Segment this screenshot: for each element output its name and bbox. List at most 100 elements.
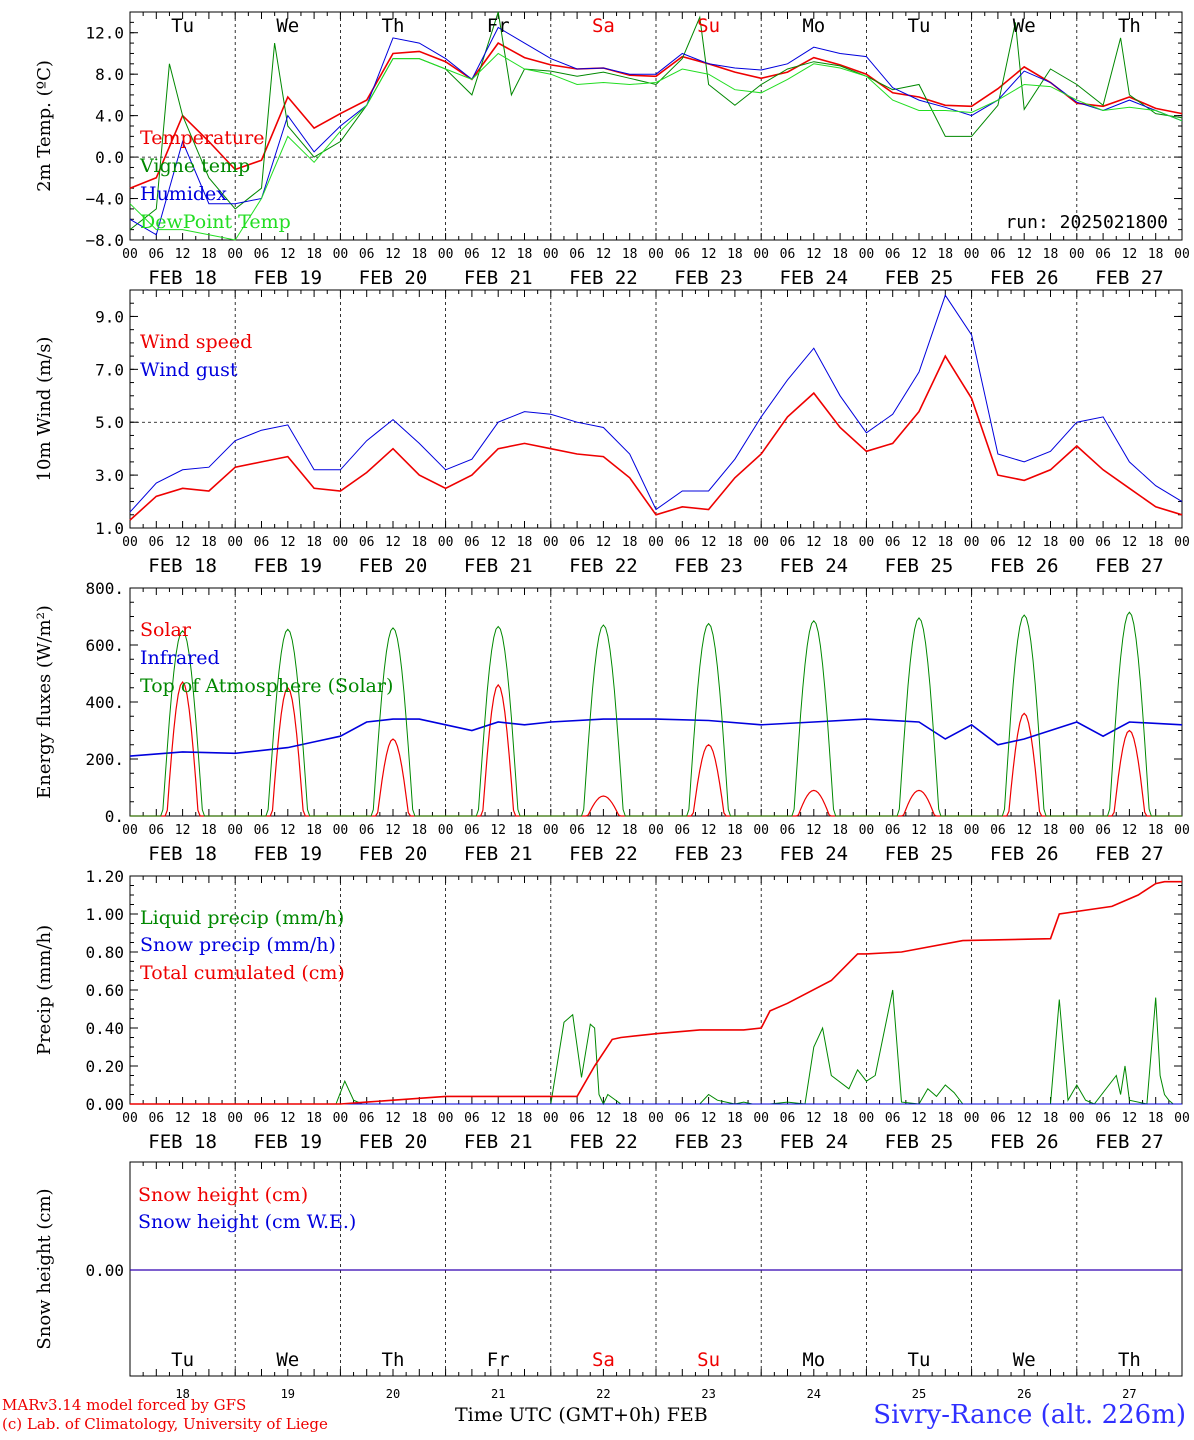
date-label: FEB 20 xyxy=(359,555,428,577)
hour-label: 12 xyxy=(280,247,296,262)
hour-label: 06 xyxy=(359,1111,375,1126)
weekday-label: We xyxy=(1013,15,1036,37)
y-tick-label: 1.20 xyxy=(85,867,124,886)
panel-frame xyxy=(129,289,1183,529)
legend-entry: Snow height (cm) xyxy=(138,1184,308,1206)
legend-entry: Wind speed xyxy=(140,331,252,353)
legend-entry: Vigne temp xyxy=(139,155,250,177)
date-label: FEB 24 xyxy=(779,843,848,865)
hour-label: 06 xyxy=(780,823,796,838)
hour-label: 12 xyxy=(385,247,401,262)
series-line xyxy=(129,354,1183,521)
date-label: FEB 24 xyxy=(779,1131,848,1153)
date-label: FEB 23 xyxy=(674,1131,743,1153)
hour-label: 00 xyxy=(1069,1111,1085,1126)
hour-label: 18 xyxy=(727,247,743,262)
hour-label: 06 xyxy=(885,535,901,550)
weekday-label: Th xyxy=(1118,1349,1141,1371)
hour-label: 00 xyxy=(543,535,559,550)
hour-label: 00 xyxy=(122,535,138,550)
series-line xyxy=(130,611,1182,817)
hour-label: 18 xyxy=(727,535,743,550)
hour-label: 12 xyxy=(490,247,506,262)
hour-label: 00 xyxy=(227,1111,243,1126)
y-axis-label: Precip (mm/h) xyxy=(34,925,55,1055)
legend-entry: Temperature xyxy=(140,127,264,149)
legend-entry: Total cumulated (cm) xyxy=(140,962,345,984)
y-tick-label: 0.00 xyxy=(85,1095,124,1114)
hour-label: 06 xyxy=(254,823,270,838)
hour-label: 12 xyxy=(911,823,927,838)
series-line xyxy=(129,52,1183,241)
hour-label: 12 xyxy=(385,535,401,550)
hour-label: 00 xyxy=(333,823,349,838)
hour-label: 18 xyxy=(937,535,953,550)
hour-label: 06 xyxy=(990,535,1006,550)
hour-label: 00 xyxy=(964,1111,980,1126)
date-label: FEB 18 xyxy=(148,1131,217,1153)
hour-label: 18 xyxy=(411,535,427,550)
hour-label: 12 xyxy=(490,1111,506,1126)
hour-label: 06 xyxy=(464,535,480,550)
hour-label: 06 xyxy=(1095,1111,1111,1126)
series-line xyxy=(129,42,1183,189)
hour-label: 00 xyxy=(1174,247,1190,262)
hour-label: 00 xyxy=(1174,1111,1190,1126)
hour-label: 00 xyxy=(543,823,559,838)
date-label: FEB 26 xyxy=(990,843,1059,865)
date-label: FEB 21 xyxy=(464,555,533,577)
panel-3: 0. 200. 400. 600. 800. Energy fluxes (W/m²) So… xyxy=(34,579,1190,865)
y-axis-label: 2m Temp. (ºC) xyxy=(34,60,55,192)
hour-label: 00 xyxy=(859,1111,875,1126)
hour-label: 00 xyxy=(964,247,980,262)
hour-label: 06 xyxy=(254,247,270,262)
legend-entry: Top of Atmosphere (Solar) xyxy=(140,675,393,697)
day-number-label: 26 xyxy=(1017,1387,1031,1401)
day-number-label: 23 xyxy=(701,1387,715,1401)
hour-label: 18 xyxy=(306,247,322,262)
y-tick-label: −8.0 xyxy=(85,231,124,250)
hour-label: 00 xyxy=(1174,823,1190,838)
y-tick-label: 7.0 xyxy=(95,360,124,379)
hour-label: 06 xyxy=(148,247,164,262)
hour-label: 00 xyxy=(1069,823,1085,838)
date-label: FEB 26 xyxy=(990,555,1059,577)
hour-label: 12 xyxy=(175,535,191,550)
hour-label: 06 xyxy=(359,823,375,838)
series-line xyxy=(130,880,1182,1105)
hour-label: 00 xyxy=(753,535,769,550)
panel-1: −8.0 −4.0 0.0 4.0 8.0 12.0 2m Temp. (ºC) Temper… xyxy=(34,11,1190,289)
legend-entry: Wind gust xyxy=(140,359,238,381)
hour-label: 18 xyxy=(622,823,638,838)
y-tick-label: 0.0 xyxy=(95,148,124,167)
y-tick-label: −4.0 xyxy=(85,190,124,209)
hour-label: 12 xyxy=(1122,1111,1138,1126)
hour-label: 18 xyxy=(832,823,848,838)
hour-label: 00 xyxy=(753,823,769,838)
y-tick-label: 0. xyxy=(105,807,124,826)
date-label: FEB 22 xyxy=(569,267,638,289)
hour-label: 12 xyxy=(1016,535,1032,550)
hour-label: 06 xyxy=(1095,247,1111,262)
hour-label: 06 xyxy=(990,247,1006,262)
legend-entry: Liquid precip (mm/h) xyxy=(140,907,344,929)
weekday-label: Fr xyxy=(487,1349,510,1371)
model-credit-line1: MARv3.14 model forced by GFS xyxy=(2,1396,247,1414)
hour-label: 18 xyxy=(201,535,217,550)
y-tick-label: 200. xyxy=(85,750,124,769)
hour-label: 06 xyxy=(569,247,585,262)
hour-label: 18 xyxy=(1148,823,1164,838)
hour-label: 00 xyxy=(438,823,454,838)
hour-label: 18 xyxy=(411,247,427,262)
weekday-label: Tu xyxy=(171,1349,194,1371)
hour-label: 18 xyxy=(201,823,217,838)
day-number-label: 25 xyxy=(912,1387,926,1401)
y-tick-label: 1.0 xyxy=(95,519,124,538)
hour-label: 18 xyxy=(727,1111,743,1126)
hour-label: 18 xyxy=(1043,1111,1059,1126)
hour-label: 12 xyxy=(385,823,401,838)
hour-label: 18 xyxy=(622,1111,638,1126)
hour-label: 12 xyxy=(490,535,506,550)
series-line xyxy=(129,294,1183,513)
hour-label: 06 xyxy=(569,823,585,838)
